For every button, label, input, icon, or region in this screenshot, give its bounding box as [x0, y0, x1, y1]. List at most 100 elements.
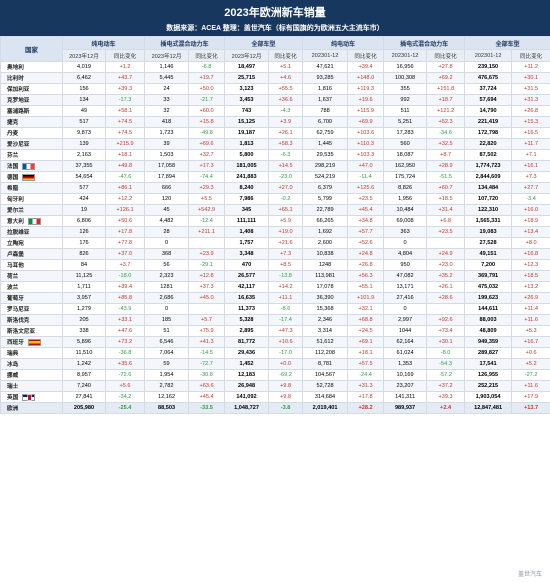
value-cell: 7,240	[62, 380, 106, 392]
value-cell: 134,484	[464, 182, 513, 194]
change-cell: +19.6	[347, 94, 385, 106]
value-cell: 1,637	[302, 94, 349, 106]
change-cell: +7.3	[268, 248, 304, 260]
value-cell: 26,577	[224, 270, 270, 282]
value-cell: 88,503	[144, 402, 190, 414]
change-cell: +27.0	[268, 182, 304, 194]
change-cell: -17.0	[268, 347, 304, 359]
value-cell: 239,150	[464, 61, 513, 73]
country-cell: 奥地利	[0, 61, 63, 73]
change-cell: +56.3	[347, 270, 385, 282]
change-cell: +5.1	[268, 61, 304, 73]
value-cell: 7,200	[464, 259, 513, 271]
change-cell: +69.2	[426, 72, 466, 84]
change-cell: -18.0	[104, 270, 146, 282]
value-cell: 15,368	[302, 303, 349, 315]
change-cell: +8.5	[268, 259, 304, 271]
value-cell: 47,082	[383, 270, 428, 282]
flag-icon	[22, 394, 36, 401]
value-cell: 2,323	[144, 270, 190, 282]
value-cell: 25,715	[224, 72, 270, 84]
country-name: 冰岛	[7, 362, 19, 368]
change-cell: +47.3	[268, 325, 304, 337]
value-cell: 5,251	[383, 116, 428, 128]
change-cell: +11.6	[511, 380, 550, 392]
change-cell: +52.6	[347, 237, 385, 249]
change-cell: +58.1	[104, 105, 146, 117]
change-cell: +32.5	[426, 138, 466, 150]
value-cell: 19,187	[224, 127, 270, 139]
value-cell: 6,546	[144, 336, 190, 348]
value-cell: 112,208	[302, 347, 349, 359]
value-cell: 122,310	[464, 204, 513, 216]
change-cell: +37.2	[426, 380, 466, 392]
change-cell: +15.3	[511, 116, 550, 128]
change-cell: +5.6	[104, 380, 146, 392]
value-cell: 39	[144, 138, 190, 150]
change-cell: -69.2	[268, 369, 304, 381]
value-cell: 2,997	[383, 314, 428, 326]
table-row: 意大利 6,806 +50.6 4,482 -12.4 111,111 +5.9 66,265…	[0, 215, 550, 227]
value-cell: 33	[144, 94, 190, 106]
country-name: 斯洛伐克	[7, 318, 30, 324]
country-name: 西班牙	[7, 339, 24, 346]
change-cell: +2.4	[426, 402, 466, 414]
change-cell: +31.5	[511, 83, 550, 95]
value-cell: 52,728	[302, 380, 349, 392]
change-cell: +23.9	[188, 248, 226, 260]
change-cell: +31.4	[426, 204, 466, 216]
change-cell: +1.2	[104, 61, 146, 73]
change-cell: +26.8	[347, 259, 385, 271]
table-row: 丹麦 9,873 +74.5 1,723 -49.8 19,187 +26.1 62,759 +…	[0, 127, 550, 139]
change-cell: +34.8	[347, 215, 385, 227]
country-cell: 希腊	[0, 182, 63, 194]
value-cell: 7,986	[224, 193, 270, 205]
country-name: 马耳他	[7, 263, 24, 269]
change-cell: +39.3	[426, 391, 466, 403]
table-row: 立陶宛 176 +77.8 0 1,757 +21.6 2,600 +52.6 0 27,528 +…	[0, 237, 550, 249]
change-cell: -25.4	[104, 402, 146, 414]
change-cell: +50.6	[104, 215, 146, 227]
value-cell: 12,183	[224, 369, 270, 381]
change-cell: +41.3	[188, 336, 226, 348]
group-header: 插电式混合动力车	[383, 36, 466, 50]
value-cell: 511	[383, 105, 428, 117]
value-cell: 205,980	[62, 402, 106, 414]
value-cell: 37,355	[62, 160, 106, 172]
value-cell: 241,883	[224, 171, 270, 183]
table-row: 法国 37,355 +49.8 17,058 +17.3 181,005 +14.5 298,…	[0, 160, 550, 172]
flag-icon	[27, 218, 41, 225]
value-cell: 1,445	[302, 138, 349, 150]
value-cell: 6,462	[62, 72, 106, 84]
value-cell: 49,151	[464, 248, 513, 260]
change-cell: +18.1	[104, 149, 146, 161]
value-cell: 6,700	[302, 116, 349, 128]
change-cell: +13.4	[511, 226, 550, 238]
country-name: 荷兰	[7, 274, 19, 280]
change-cell: +57.5	[347, 358, 385, 370]
change-cell: +110.3	[347, 138, 385, 150]
value-cell: 3,348	[224, 248, 270, 260]
value-cell: 37,724	[464, 83, 513, 95]
country-name: 爱沙尼亚	[7, 142, 30, 148]
value-cell: 1,452	[224, 358, 270, 370]
change-cell: +5.5	[188, 193, 226, 205]
change-cell: +73.4	[426, 325, 466, 337]
sub-header: 同比变化	[347, 49, 385, 62]
change-cell: +0.0	[268, 358, 304, 370]
country-cell: 立陶宛	[0, 237, 63, 249]
change-cell	[426, 237, 466, 249]
country-name: 塞浦路斯	[7, 109, 30, 115]
change-cell: +8.0	[511, 237, 550, 249]
value-cell: 0	[383, 237, 428, 249]
change-cell: +16.0	[511, 204, 550, 216]
value-cell: 28	[144, 226, 190, 238]
change-cell: +101.9	[347, 292, 385, 304]
country-header: 国家	[0, 36, 63, 62]
country-cell: 芬兰	[0, 149, 63, 161]
value-cell: 1,353	[383, 358, 428, 370]
change-cell: -54.3	[426, 358, 466, 370]
table-row: 瑞典 11,510 -36.8 7,064 -14.5 29,436 -17.0 112,20…	[0, 347, 550, 359]
change-cell: +45.0	[188, 292, 226, 304]
country-name: 爱尔兰	[7, 208, 24, 214]
